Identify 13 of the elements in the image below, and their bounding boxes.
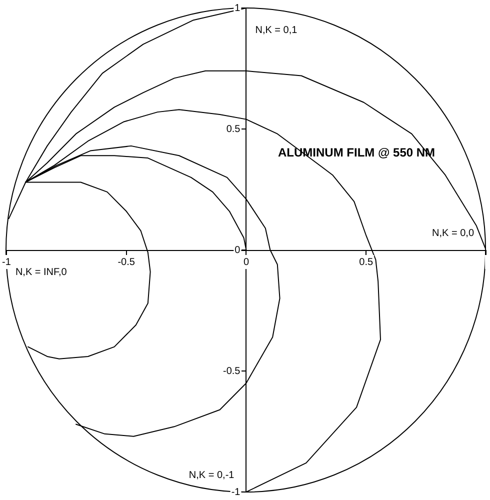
- y-tick-label: 0: [234, 244, 241, 256]
- annotation: N,K = INF,0: [15, 266, 68, 278]
- annotation: N,K = 0,1: [255, 24, 298, 36]
- x-tick-label: 0.5: [359, 256, 374, 268]
- x-tick-label: -1: [2, 256, 12, 268]
- y-tick-label: -0.5: [222, 366, 241, 377]
- annotation: N,K = 0,-1: [188, 470, 235, 481]
- x-tick-label: -0.5: [118, 256, 136, 268]
- annotation: N,K = 0,0: [432, 228, 474, 239]
- y-tick-label: 1: [234, 2, 241, 14]
- x-tick-label: 0: [243, 256, 250, 268]
- y-tick-label: 0.5: [226, 124, 241, 135]
- y-tick-label: -1: [231, 486, 241, 498]
